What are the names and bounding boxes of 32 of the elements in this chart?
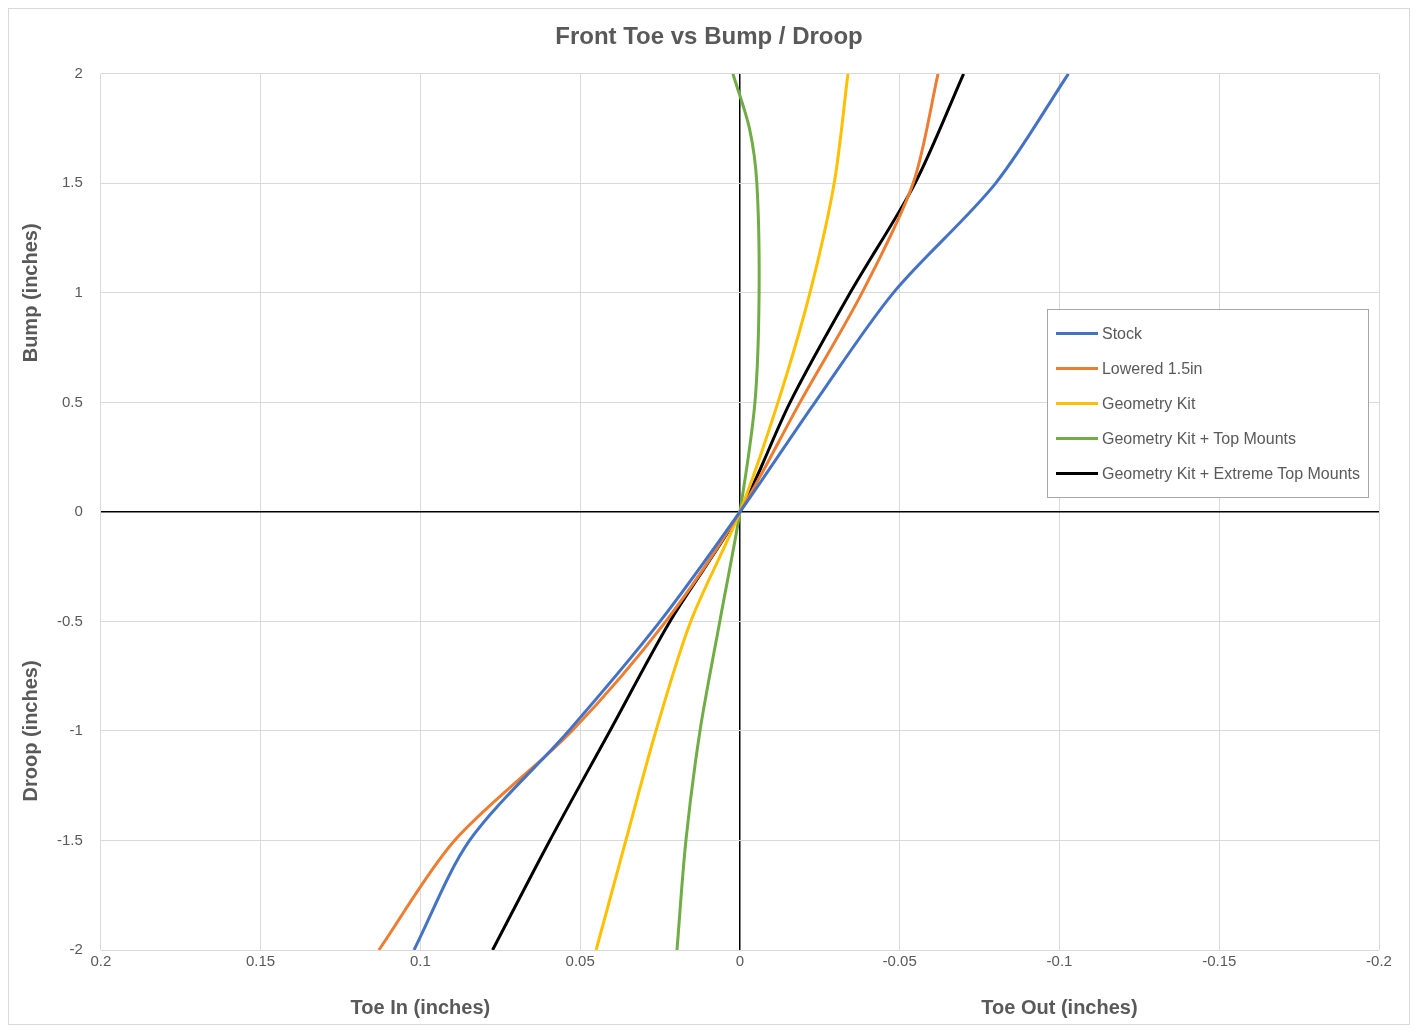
legend-label: Lowered 1.5in [1101,359,1203,378]
y-tick-label: -2 [69,940,83,958]
y-tick-label: 1 [74,282,83,300]
line-series [675,73,761,950]
line-series [594,73,850,950]
legend-label: Geometry Kit + Extreme Top Mounts [1101,464,1360,483]
x-tick-label: 0.2 [90,952,112,970]
y-tick-label: -1 [69,721,83,739]
y-tick-label: 0 [74,502,83,520]
line-series [412,73,1070,950]
y-axis-title: Bump (inches) [18,223,41,363]
x-tick-label: -0.2 [1366,952,1392,970]
y-tick-label: 0.5 [61,392,83,410]
y-tick-label: 2 [74,63,83,81]
x-tick-label: 0 [735,952,745,970]
legend-label: Geometry Kit + Top Mounts [1101,429,1296,448]
line-series [377,73,940,950]
x-tick-label: -0.05 [882,952,917,970]
x-tick-label: 0.15 [246,952,276,970]
x-tick-label: 0.05 [565,952,595,970]
legend-label: Geometry Kit [1101,394,1196,413]
x-tick-label: 0.1 [409,952,431,970]
y-tick-label: 1.5 [61,173,83,191]
legend-label: Stock [1101,324,1142,343]
chart-title: Front Toe vs Bump / Droop [555,22,863,50]
y-tick-label: -1.5 [56,830,83,848]
x-axis-title: Toe In (inches) [350,995,491,1018]
y-tick-label: -0.5 [56,611,83,629]
text: Droop (inches) [18,660,41,802]
text: Toe Out (inches) [981,995,1138,1018]
x-tick-label: -0.1 [1046,952,1073,970]
x-tick-label: -0.15 [1202,952,1237,970]
